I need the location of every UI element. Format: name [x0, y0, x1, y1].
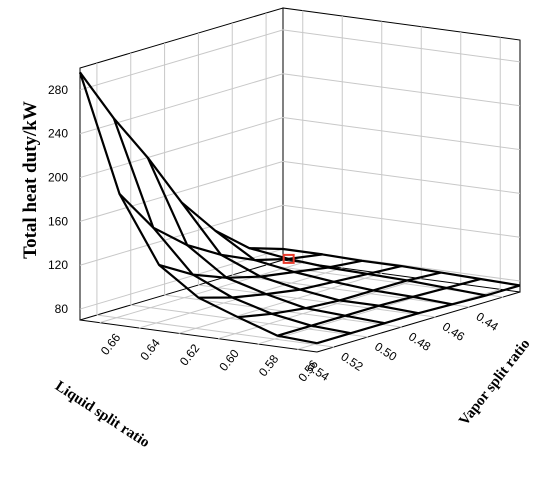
gridlines: [79, 10, 521, 350]
y-floor-gridline: [218, 278, 422, 340]
z-axis-title: Total heat duty/kW: [20, 101, 41, 259]
x-floor-gridline: [198, 284, 436, 318]
y-floor-gridline: [139, 267, 343, 329]
y-tick-label: 0.62: [177, 341, 203, 368]
y-axis-title: Vapor split ratio: [456, 336, 533, 429]
x-tick-label: 0.48: [406, 329, 433, 354]
z-tick-label: 80: [55, 302, 69, 316]
x-tick-label: 0.44: [474, 309, 501, 334]
y-tick-label: 0.58: [256, 352, 282, 379]
optimum-marker-group: [282, 253, 295, 264]
y-tick-label: 0.60: [216, 346, 242, 373]
mesh-line-y: [277, 277, 481, 337]
z-tick-label: 280: [48, 83, 68, 97]
x-tick-label: 0.52: [338, 349, 365, 374]
mesh-line-y: [79, 71, 284, 251]
axis-walls: [79, 7, 521, 353]
z-gridline: [79, 204, 521, 266]
mesh-line-y: [198, 265, 402, 299]
y-floor-gridline: [178, 272, 382, 334]
z-tick-label: 160: [48, 214, 68, 228]
x-tick-label: 0.46: [440, 319, 467, 344]
optimum-marker: [282, 253, 295, 264]
mesh-line-y: [158, 259, 363, 279]
x-floor-gridline: [130, 304, 368, 338]
z-gridline: [79, 73, 521, 135]
mesh-line-y: [316, 284, 521, 345]
surface-mesh: [78, 71, 521, 345]
z-tick-label: 240: [48, 127, 68, 141]
mesh-line-y: [118, 193, 323, 262]
floor-front-left-edge: [79, 319, 318, 353]
z-tick-label: 200: [48, 171, 68, 185]
z-tick-label: 120: [48, 258, 68, 272]
y-tick-label: 0.64: [137, 336, 163, 363]
z-gridline: [79, 160, 521, 222]
x-floor-gridline: [96, 314, 334, 348]
z-gridline: [79, 117, 521, 179]
x-tick-label: 0.50: [372, 339, 399, 364]
z-gridline: [79, 29, 521, 91]
mesh-line-y: [237, 271, 442, 319]
x-axis-title: Liquid split ratio: [52, 378, 152, 451]
floor-front-right-edge: [316, 291, 521, 353]
right-back-wall: [282, 7, 521, 293]
y-tick-label: 0.66: [98, 330, 124, 357]
y-floor-gridline: [99, 262, 303, 324]
